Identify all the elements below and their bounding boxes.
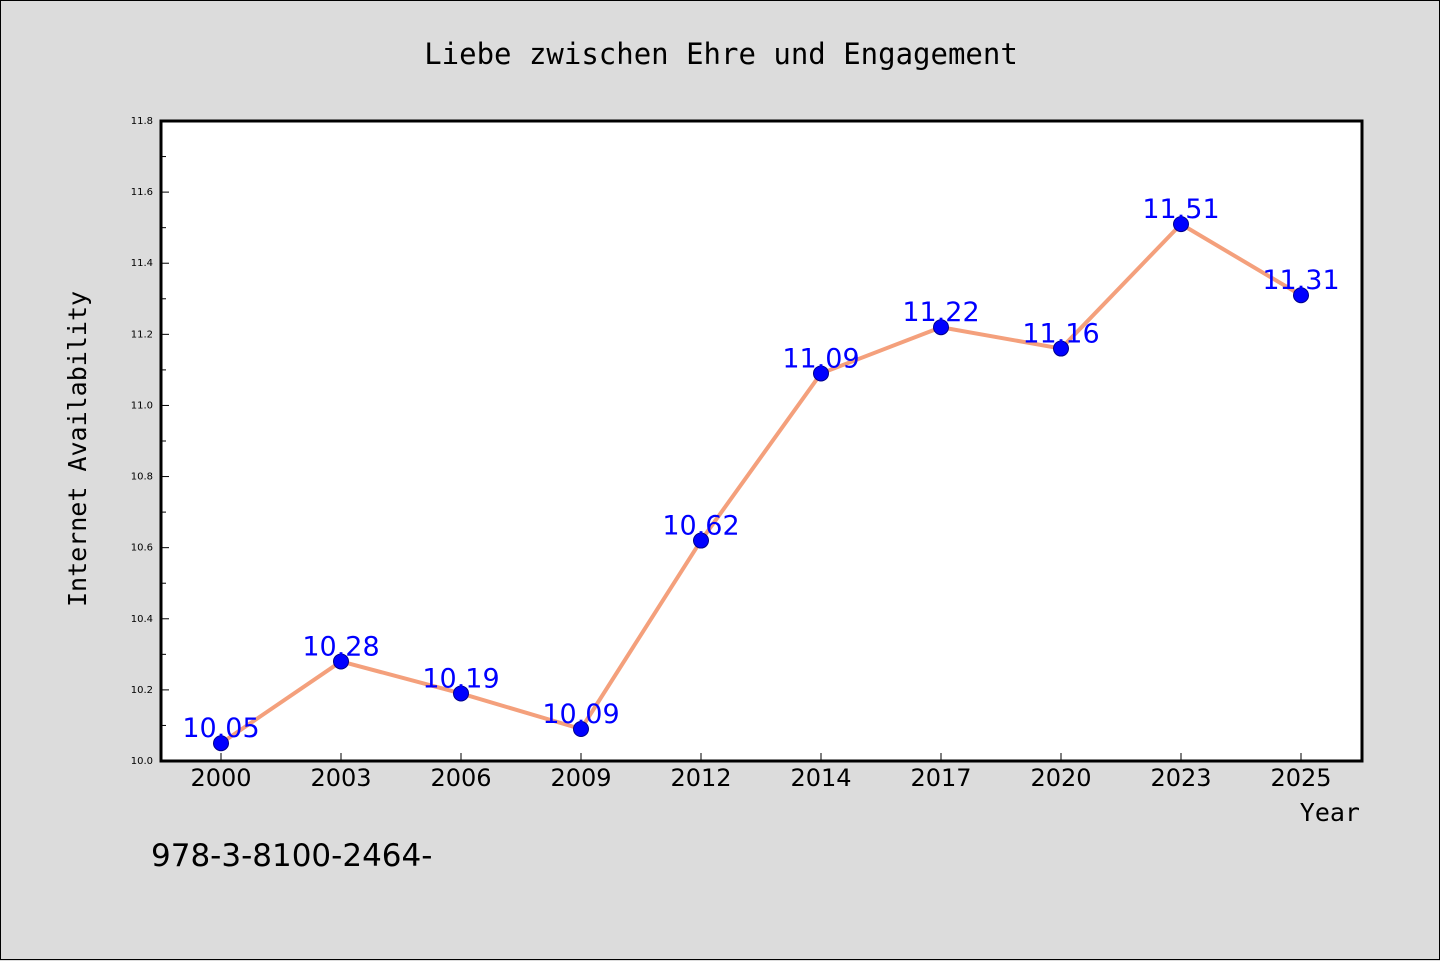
data-label: 10.62 <box>662 511 739 542</box>
y-tick-label: 10.2 <box>131 685 153 696</box>
chart-title: Liebe zwischen Ehre und Engagement <box>424 37 1018 71</box>
x-tick-label: 2020 <box>1030 764 1091 792</box>
y-tick-label: 11.4 <box>131 258 153 269</box>
y-tick-label: 10.0 <box>131 756 153 767</box>
data-point <box>453 685 469 702</box>
x-axis-label: Year <box>1300 798 1360 827</box>
data-point <box>1293 287 1309 304</box>
data-label: 10.09 <box>542 699 619 730</box>
data-point <box>933 319 949 336</box>
data-label: 11.31 <box>1262 265 1339 296</box>
data-point <box>573 721 589 737</box>
x-tick-label: 2009 <box>550 764 611 792</box>
x-tick-label: 2006 <box>430 764 491 792</box>
data-point <box>1053 340 1069 357</box>
x-tick-label: 2003 <box>310 764 371 792</box>
x-tick-label: 2023 <box>1150 764 1211 792</box>
x-tick-label: 2000 <box>190 764 251 792</box>
data-label: 11.16 <box>1022 319 1099 350</box>
y-tick-label: 11.6 <box>131 187 153 198</box>
data-label: 10.28 <box>302 631 379 662</box>
series-group: 10.05 10.28 10.19 10.09 10.62 11.09 11.22 11.16… <box>182 194 1340 752</box>
x-tick-label: 2012 <box>670 764 731 792</box>
series-line <box>219 222 1303 745</box>
data-point <box>1173 216 1189 233</box>
x-tick-label: 2014 <box>790 764 851 792</box>
y-tick-label: 10.4 <box>131 614 153 625</box>
data-point <box>333 653 349 670</box>
x-tick-label: 2025 <box>1270 764 1331 792</box>
y-tick-label: 10.6 <box>131 543 153 554</box>
data-label: 11.22 <box>902 297 979 328</box>
data-point <box>693 532 709 549</box>
data-point <box>813 365 829 382</box>
y-tick-label: 10.8 <box>131 472 153 483</box>
data-label: 11.09 <box>782 343 859 374</box>
data-label: 10.05 <box>182 713 259 744</box>
isbn-text: 978-3-8100-2464- <box>151 838 432 874</box>
plot-area <box>159 119 1364 763</box>
x-axis-ticks: 2000 2003 2006 2009 2012 2014 2017 2020 2023 2025 <box>190 753 1332 792</box>
x-tick-label: 2017 <box>910 764 971 792</box>
data-label: 10.19 <box>422 663 499 694</box>
y-axis-label: Internet Availability <box>63 291 92 607</box>
y-axis-ticks: 10.0 10.2 10.4 10.6 10.8 11.0 11.2 11.4 11.6 11.8 <box>131 116 169 767</box>
y-tick-label: 11.0 <box>131 400 153 411</box>
data-point <box>213 735 229 752</box>
data-label: 11.51 <box>1142 194 1219 225</box>
y-tick-label: 11.8 <box>131 116 153 127</box>
y-tick-label: 11.2 <box>131 329 153 340</box>
